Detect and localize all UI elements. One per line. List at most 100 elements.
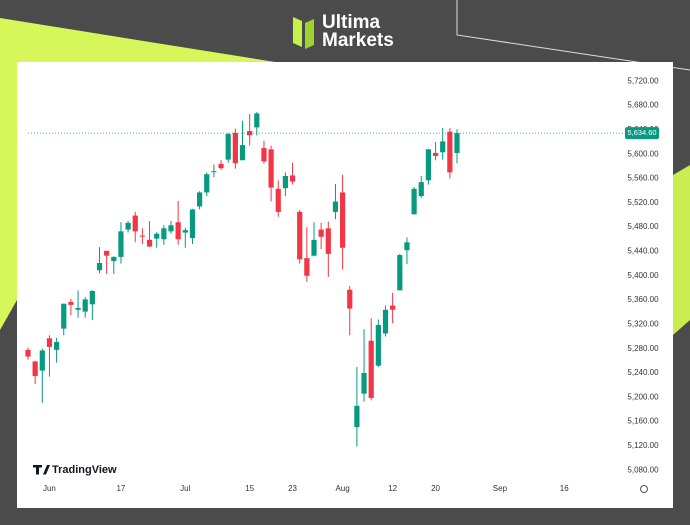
brand: Ultima: [322, 12, 381, 33]
brand: Markets: [322, 30, 394, 51]
candle-body: [25, 349, 31, 357]
y-tick-label: 5,160.00: [627, 417, 659, 426]
watermark-icon: [33, 465, 50, 475]
candle-body: [139, 235, 145, 237]
logo-icon: [305, 19, 314, 49]
y-tick-label: 5,400.00: [627, 271, 659, 280]
candle-body: [418, 182, 424, 197]
y-tick-label: 5,120.00: [627, 441, 659, 450]
x-tick-label: 15: [245, 484, 254, 493]
candle-body: [397, 255, 403, 291]
candle-body: [132, 215, 138, 232]
y-tick-label: 5,080.00: [627, 465, 659, 474]
candle-body: [304, 258, 310, 276]
candle-body: [425, 149, 431, 181]
y-tick-label: 5,280.00: [627, 344, 659, 353]
candle-body: [182, 230, 188, 233]
x-tick-label: Jun: [43, 484, 56, 493]
candle-body: [282, 176, 288, 189]
x-tick-label: Aug: [335, 484, 349, 493]
candle-body: [340, 192, 346, 248]
candle-body: [275, 188, 281, 212]
plot: 5,080.00 5,120.00 5,160.00 5,200.00 5,240.00…: [25, 76, 659, 493]
candle-body: [311, 239, 317, 256]
candle-body: [382, 309, 389, 334]
x-tick-label: 23: [288, 484, 297, 493]
y-tick-label: 5,520.00: [627, 198, 659, 207]
x-tick-label: Sep: [493, 484, 508, 493]
candle-body: [111, 256, 117, 262]
candle-body: [261, 148, 267, 162]
candle-body: [189, 209, 196, 239]
logo-icon: [293, 17, 302, 47]
candle-body: [390, 305, 396, 310]
accent-left: [0, 62, 17, 330]
candle-body: [161, 228, 167, 240]
x-tick-label: 12: [388, 484, 397, 493]
candle-body: [175, 222, 181, 240]
x-tick-label: Jul: [180, 484, 190, 493]
x-tick-label: 16: [560, 484, 569, 493]
candle-body: [318, 229, 324, 237]
candle-body: [82, 299, 88, 312]
candle-body: [104, 250, 110, 256]
y-tick-label: 5,200.00: [627, 392, 659, 401]
candle-body: [297, 211, 303, 260]
decor-line: [456, 0, 690, 71]
candle-body: [432, 152, 439, 156]
x-tick-label: 17: [116, 484, 125, 493]
accent-band: [0, 18, 275, 62]
candle-body: [54, 342, 60, 350]
candle-body: [254, 113, 260, 128]
candle-body: [146, 239, 153, 247]
x-tick-label: 20: [431, 484, 440, 493]
candle-body: [118, 231, 124, 257]
candle-body: [268, 149, 274, 188]
candle-body: [447, 131, 453, 173]
y-tick-label: 5,240.00: [627, 368, 659, 377]
candle-body: [239, 145, 246, 161]
y-tick-label: 5,440.00: [627, 247, 659, 256]
candle-body: [404, 242, 410, 251]
y-tick-label: 5,680.00: [627, 101, 659, 110]
last-price-label: 5,634.60: [627, 128, 656, 137]
candle-body: [411, 188, 417, 215]
candle-body: [247, 131, 253, 136]
candle-body: [197, 192, 203, 207]
settings-icon[interactable]: [640, 485, 648, 493]
candle-body: [454, 133, 460, 153]
logo: Ultima Markets: [293, 12, 394, 51]
candle-body: [325, 228, 331, 254]
candle-body: [68, 301, 74, 305]
candle-body: [39, 350, 45, 371]
candle-body: [354, 405, 360, 428]
candle-body: [89, 290, 95, 305]
watermark: TradingView: [52, 464, 117, 476]
chart-panel: [17, 62, 673, 508]
candle-body: [375, 324, 381, 366]
candle-body: [154, 233, 160, 239]
y-tick-label: 5,560.00: [627, 174, 659, 183]
y-tick-label: 5,320.00: [627, 319, 659, 328]
candle-body: [332, 201, 339, 212]
candle-body: [232, 132, 238, 164]
candle-body: [225, 134, 231, 160]
candle-body: [125, 222, 131, 230]
candle-body: [361, 373, 367, 394]
candle-body: [218, 163, 224, 169]
candle-body: [289, 175, 296, 182]
candle-body: [61, 303, 67, 329]
candle-body: [440, 141, 446, 153]
candle-body: [46, 338, 53, 347]
accent-right: [673, 165, 690, 335]
candle-body: [204, 174, 210, 193]
candle-body: [211, 171, 217, 173]
candle-body: [347, 289, 353, 309]
y-tick-label: 5,360.00: [627, 295, 659, 304]
last-price-box: [625, 127, 659, 140]
y-tick-label: 5,600.00: [627, 149, 659, 158]
y-tick-label: 5,720.00: [627, 76, 659, 85]
candle-body: [32, 361, 38, 377]
